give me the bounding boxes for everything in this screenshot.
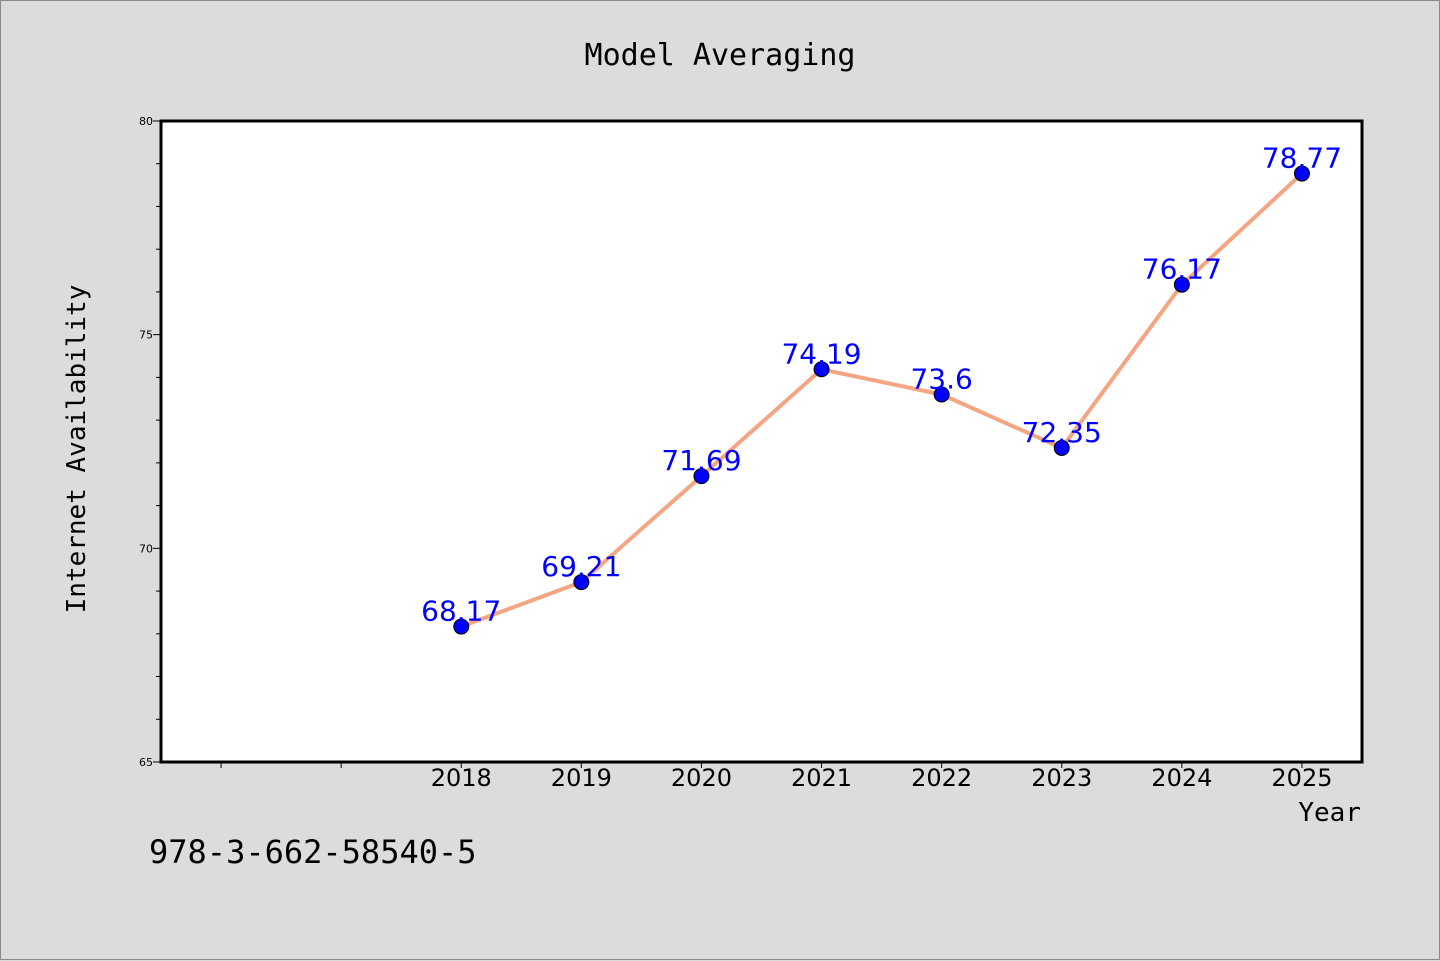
data-point [1293, 165, 1310, 182]
data-label: 73.6 [910, 362, 972, 395]
y-tick-label: 65 [139, 756, 153, 769]
y-axis: 65 70 75 80 [139, 115, 161, 769]
chart-title: Model Averaging [585, 38, 856, 73]
data-label: 72.35 [1022, 416, 1102, 449]
data-point [933, 386, 950, 403]
x-axis: 2018 2019 2020 2021 2022 2023 2024 2025 [220, 762, 1332, 792]
y-tick-label: 70 [139, 542, 153, 555]
data-point [1173, 276, 1190, 293]
series-line [459, 171, 1304, 629]
plot-area [159, 119, 1364, 764]
data-label: 76.17 [1142, 253, 1222, 286]
y-axis-label: Internet Availability [62, 285, 92, 614]
x-tick-label: 2025 [1271, 764, 1332, 792]
data-point [573, 574, 590, 591]
y-tick-label: 80 [139, 115, 153, 128]
series-layer: 68.17 69.21 71.69 74.19 73.6 72.35 76.17 78.77 [421, 142, 1342, 635]
data-label: 69.21 [541, 550, 621, 583]
data-point [813, 361, 830, 378]
data-label: 78.77 [1262, 142, 1342, 175]
x-tick-label: 2022 [911, 764, 972, 792]
x-tick-label: 2020 [671, 764, 732, 792]
data-label: 68.17 [421, 595, 501, 628]
x-tick-label: 2023 [1031, 764, 1092, 792]
footer-note: 978-3-662-58540-5 [149, 833, 477, 871]
x-tick-label: 2019 [551, 764, 612, 792]
x-tick-label: 2021 [791, 764, 852, 792]
x-tick-label: 2018 [431, 764, 492, 792]
data-point [1053, 439, 1070, 456]
x-tick-label: 2024 [1151, 764, 1212, 792]
data-point [453, 618, 470, 635]
x-axis-label: Year [1298, 798, 1361, 828]
data-label: 74.19 [781, 337, 861, 370]
data-label: 71.69 [661, 444, 741, 477]
data-point [693, 468, 710, 485]
y-tick-label: 75 [139, 329, 153, 342]
